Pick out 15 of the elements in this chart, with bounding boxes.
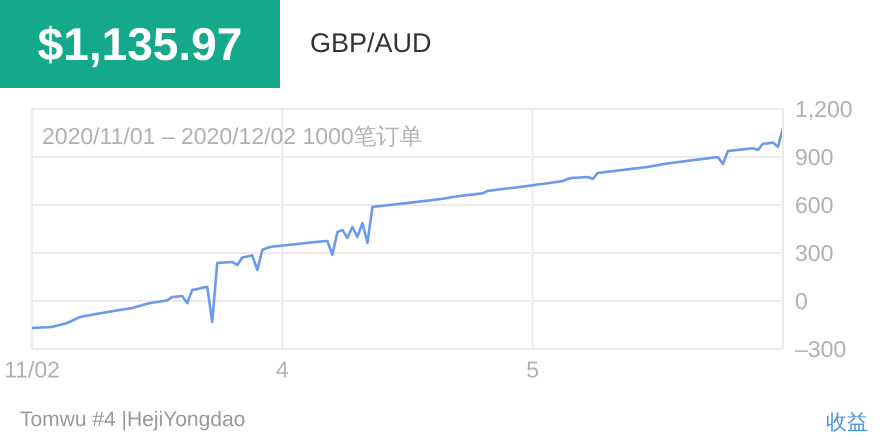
y-tick-label: 900 — [795, 144, 834, 170]
annotation: 2020/11/01 – 2020/12/02 1000笔订单 — [42, 122, 423, 151]
chart-title: $1,135.97 — [0, 0, 280, 88]
text: 收益 — [826, 410, 868, 436]
y-tick-label: –300 — [795, 336, 846, 362]
y-tick-label: 300 — [795, 240, 834, 266]
x-tick-label: 5 — [526, 356, 540, 382]
chart-subtitle: GBP/AUD — [310, 28, 432, 59]
line-series — [32, 126, 783, 330]
y-tick-label: 0 — [795, 288, 808, 314]
y-tick-label: 600 — [795, 192, 834, 218]
text: Tomwu #4 |HejiYongdao — [20, 408, 246, 432]
x-tick-label: 4 — [276, 356, 289, 382]
x-tick-label: 11/02 — [4, 356, 60, 382]
y-tick-label: 1,200 — [795, 96, 853, 122]
